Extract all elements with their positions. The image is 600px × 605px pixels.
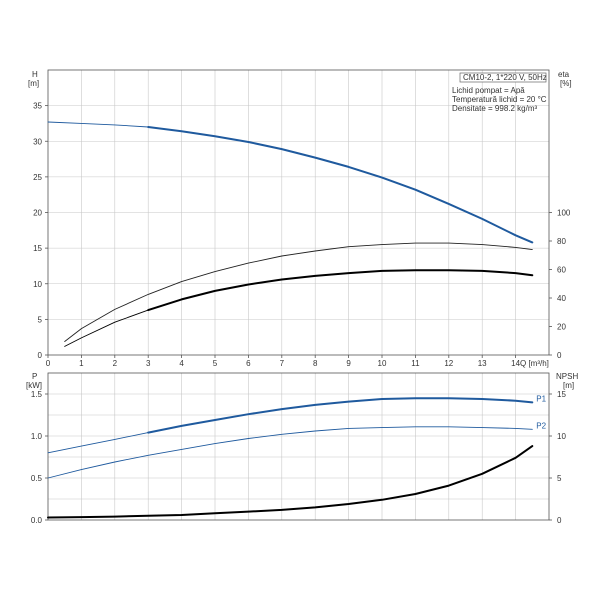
series-layer bbox=[47, 121, 534, 519]
npsh-axis-label: NPSH bbox=[556, 372, 578, 381]
flow-axis-label: Q [m³/h] bbox=[520, 359, 549, 368]
legend-temperature: Temperatură lichid = 20 °C bbox=[452, 95, 547, 104]
x-tick-label: 12 bbox=[444, 359, 453, 368]
top-series-2-operating-range bbox=[147, 269, 534, 312]
top-series-0-operating-range bbox=[147, 126, 534, 244]
bottom-grid bbox=[48, 373, 549, 520]
x-tick-label: 10 bbox=[378, 359, 387, 368]
x-tick-label: 5 bbox=[213, 359, 218, 368]
x-tick-label: 14 bbox=[511, 359, 520, 368]
npsh-axis-unit: [m] bbox=[563, 381, 574, 390]
bottom-series-2-line bbox=[47, 445, 534, 519]
head-tick-label: 30 bbox=[33, 137, 42, 146]
head-axis-label: H bbox=[32, 70, 38, 79]
bottom-plot-frame bbox=[47, 372, 550, 521]
head-tick-label: 15 bbox=[33, 244, 42, 253]
head-tick-label: 25 bbox=[33, 173, 42, 182]
axis-ticks bbox=[45, 105, 552, 521]
head-axis-unit: [m] bbox=[28, 79, 39, 88]
x-tick-label: 2 bbox=[113, 359, 118, 368]
x-tick-label: 7 bbox=[280, 359, 285, 368]
x-tick-label: 4 bbox=[179, 359, 184, 368]
npsh-tick-label: 10 bbox=[557, 432, 566, 441]
power-tick-label: 1.0 bbox=[31, 432, 43, 441]
efficiency-tick-label: 60 bbox=[557, 266, 566, 275]
labels-layer: 0 1 2 3 4 5 6 7 8 9 10 11 12 13 1405101520253035020406… bbox=[31, 102, 571, 525]
power-tick-label: 0.5 bbox=[31, 474, 43, 483]
head-tick-label: 10 bbox=[33, 280, 42, 289]
head-tick-label: 35 bbox=[33, 102, 42, 111]
efficiency-tick-label: 40 bbox=[557, 294, 566, 303]
power-axis-unit: [kW] bbox=[26, 381, 42, 390]
efficiency-axis-label: eta bbox=[558, 70, 570, 79]
efficiency-tick-label: 20 bbox=[557, 323, 566, 332]
bottom-series-0-operating-range bbox=[147, 397, 534, 434]
efficiency-tick-label: 100 bbox=[557, 209, 571, 218]
top-series-0-line bbox=[47, 121, 533, 243]
x-tick-label: 8 bbox=[313, 359, 318, 368]
npsh-tick-label: 15 bbox=[557, 390, 566, 399]
x-tick-label: 9 bbox=[346, 359, 351, 368]
x-tick-label: 11 bbox=[411, 359, 420, 368]
x-tick-label: 0 bbox=[46, 359, 51, 368]
top-grid bbox=[48, 70, 549, 355]
head-tick-label: 0 bbox=[38, 351, 43, 360]
x-tick-label: 1 bbox=[79, 359, 84, 368]
efficiency-tick-label: 0 bbox=[557, 351, 562, 360]
series-label-p1: P1 bbox=[536, 394, 546, 403]
power-tick-label: 1.5 bbox=[31, 390, 43, 399]
x-tick-label: 13 bbox=[478, 359, 487, 368]
top-series-1-line bbox=[64, 242, 533, 342]
npsh-tick-label: 5 bbox=[557, 474, 562, 483]
top-series-2-line bbox=[64, 269, 533, 347]
head-tick-label: 5 bbox=[38, 315, 43, 324]
x-tick-label: 6 bbox=[246, 359, 251, 368]
bottom-series-0-line bbox=[47, 397, 533, 454]
power-axis-label: P bbox=[32, 372, 37, 381]
legend-model-box bbox=[459, 72, 547, 83]
bottom-series-1-line bbox=[47, 426, 533, 479]
legend-liquid: Lichid pompat = Apă bbox=[452, 86, 525, 95]
efficiency-axis-unit: [%] bbox=[560, 79, 572, 88]
head-tick-label: 20 bbox=[33, 209, 42, 218]
power-tick-label: 0.0 bbox=[31, 516, 43, 525]
x-tick-label: 3 bbox=[146, 359, 151, 368]
efficiency-tick-label: 80 bbox=[557, 237, 566, 246]
series-label-p2: P2 bbox=[536, 421, 546, 430]
info-legend: CM10-2, 1*220 V, 50Hz Lichid pompat = Ap… bbox=[452, 72, 547, 113]
legend-model: CM10-2, 1*220 V, 50Hz bbox=[463, 73, 547, 82]
npsh-tick-label: 0 bbox=[557, 516, 562, 525]
legend-density: Densitate = 998.2 kg/m³ bbox=[452, 104, 537, 113]
